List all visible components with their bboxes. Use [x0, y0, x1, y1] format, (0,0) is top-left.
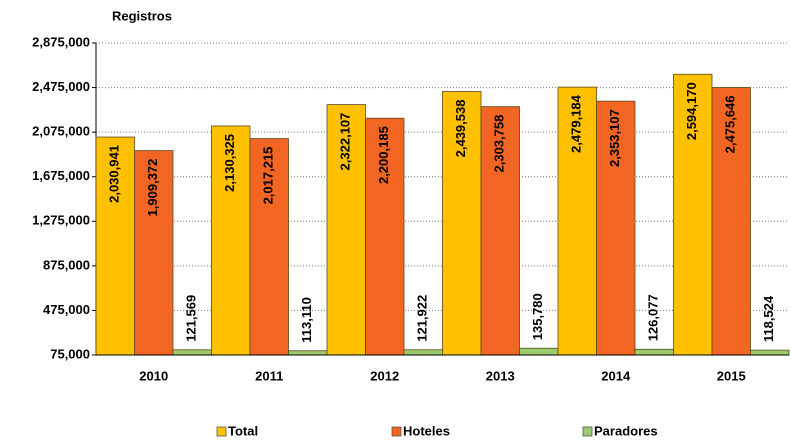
data-label: 2,353,107 — [607, 109, 622, 167]
data-label: 2,479,184 — [569, 94, 584, 153]
legend-label: Total — [228, 423, 258, 438]
bar — [711, 87, 751, 356]
y-tick-label: 1,275,000 — [32, 213, 90, 228]
bar — [596, 100, 636, 356]
y-tick-label: 2,475,000 — [32, 79, 90, 94]
data-label: 135,780 — [530, 293, 545, 340]
y-tick-label: 2,875,000 — [32, 34, 90, 49]
data-label: 2,322,107 — [338, 113, 353, 171]
bar — [519, 347, 559, 356]
y-tick-label: 75,000 — [50, 346, 90, 361]
x-tick-label: 2010 — [139, 368, 168, 383]
y-tick-label: 475,000 — [43, 302, 90, 317]
y-tick-label: 1,675,000 — [32, 168, 90, 183]
data-label: 121,922 — [415, 295, 430, 342]
bar — [442, 91, 482, 356]
x-tick-label: 2013 — [486, 368, 515, 383]
legend-label: Paradores — [594, 423, 658, 438]
bar — [365, 117, 405, 356]
chart-title: Registros — [112, 8, 172, 23]
legend-swatch — [216, 426, 227, 437]
data-label: 113,110 — [299, 297, 314, 343]
legend-label: Hoteles — [403, 423, 450, 438]
data-label: 2,439,538 — [453, 100, 468, 158]
bar — [673, 73, 713, 356]
data-label: 2,017,215 — [261, 147, 276, 205]
bar — [634, 348, 674, 356]
bar — [557, 86, 597, 356]
x-tick-label: 2012 — [370, 368, 399, 383]
bar — [750, 349, 790, 356]
x-tick-label: 2015 — [717, 368, 746, 383]
data-label: 2,475,646 — [723, 95, 738, 153]
bar — [403, 349, 443, 356]
data-label: 121,569 — [184, 295, 199, 342]
legend-swatch — [391, 426, 402, 437]
data-label: 2,130,325 — [222, 134, 237, 192]
x-tick-label: 2014 — [601, 368, 631, 383]
y-tick-label: 875,000 — [43, 257, 90, 272]
data-label: 2,303,758 — [492, 115, 507, 173]
data-label: 2,200,185 — [376, 126, 391, 184]
data-label: 126,077 — [646, 294, 661, 341]
y-tick-label: 2,075,000 — [32, 124, 90, 139]
data-label: 118,524 — [761, 295, 776, 342]
x-tick-label: 2011 — [255, 368, 283, 383]
bar — [288, 350, 328, 356]
data-label: 1,909,372 — [145, 159, 160, 217]
bar — [480, 106, 520, 356]
data-label: 2,030,941 — [107, 145, 122, 203]
bar — [172, 349, 212, 356]
data-label: 2,594,170 — [684, 82, 699, 140]
legend-swatch — [582, 426, 593, 437]
